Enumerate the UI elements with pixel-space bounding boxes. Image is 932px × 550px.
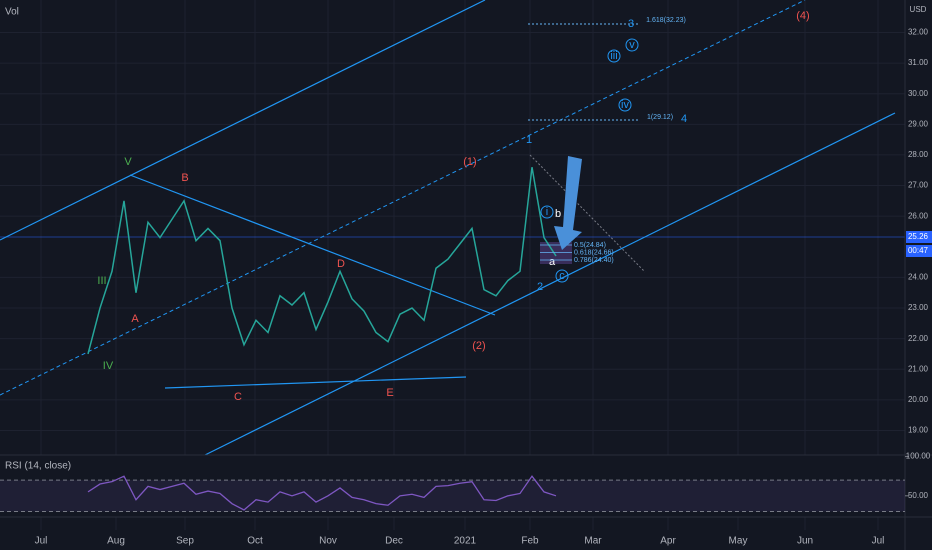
price-tag: 25.26 xyxy=(908,232,929,241)
annotation-circle xyxy=(607,49,621,63)
countdown-bg xyxy=(906,245,932,257)
fib-label: 0.5(24.84) xyxy=(574,242,606,249)
y-tick-label: 29.00 xyxy=(908,119,929,128)
fib-label: 0.618(24.66) xyxy=(574,249,614,256)
x-tick-label: Sep xyxy=(176,536,194,547)
annotation-circle xyxy=(625,38,639,52)
annotation-circle xyxy=(618,98,632,112)
rsi-tick-label: 100.00 xyxy=(906,452,931,461)
wave-label: (4) xyxy=(796,10,809,22)
wave-label: iv xyxy=(621,99,629,111)
wave-label: E xyxy=(386,387,393,399)
wave-label: IV xyxy=(103,360,114,372)
x-tick-label: Aug xyxy=(107,536,125,547)
y-tick-label: 26.00 xyxy=(908,211,929,220)
channel-lower xyxy=(204,112,896,456)
y-tick-label: 24.00 xyxy=(908,273,929,282)
wave-label: B xyxy=(181,172,188,184)
wave-label: (1) xyxy=(463,156,476,168)
rsi-label: RSI (14, close) xyxy=(5,461,71,472)
wave-label: 3 xyxy=(628,18,634,30)
vol-label: Vol xyxy=(5,7,19,18)
rsi-tick-label: 50.00 xyxy=(908,491,929,500)
x-tick-label: Apr xyxy=(660,536,676,547)
y-tick-label: 20.00 xyxy=(908,395,929,404)
price-line xyxy=(87,167,557,355)
y-tick-label: 22.00 xyxy=(908,334,929,343)
grid xyxy=(0,0,905,530)
x-tick-label: Mar xyxy=(584,536,602,547)
rsi-pane xyxy=(0,455,905,517)
trend-dotted xyxy=(529,154,646,273)
x-tick-label: Jul xyxy=(35,536,48,547)
wave-label: i xyxy=(546,206,548,218)
arrow xyxy=(554,156,582,250)
wave-label: 4 xyxy=(681,113,687,125)
y-tick-label: 28.00 xyxy=(908,150,929,159)
price-tag-bg xyxy=(906,231,932,243)
wave-label: D xyxy=(337,258,345,270)
x-tick-label: May xyxy=(729,536,748,547)
y-tick-label: 27.00 xyxy=(908,181,929,190)
wave-label: b xyxy=(555,208,561,220)
x-tick-label: Oct xyxy=(247,536,263,547)
y-tick-label: 21.00 xyxy=(908,364,929,373)
currency: USD xyxy=(910,5,927,14)
x-tick-label: Feb xyxy=(521,536,539,547)
wave-label: c xyxy=(559,270,565,282)
x-tick-label: Jun xyxy=(797,536,813,547)
channel-upper xyxy=(0,0,486,241)
channel-mid xyxy=(0,0,806,396)
wave-label: iii xyxy=(610,50,617,62)
x-tick-label: Nov xyxy=(319,536,337,547)
y-tick-label: 23.00 xyxy=(908,303,929,312)
rsi-line xyxy=(87,475,557,511)
x-tick-label: Dec xyxy=(385,536,403,547)
y-tick-label: 31.00 xyxy=(908,58,929,67)
plot: V B III A IV C D E (1) (2) 1 2 3 4 (4) 1.618(32.23) 1(29… xyxy=(87,10,810,403)
y-tick-label: 30.00 xyxy=(908,89,929,98)
wave-label: C xyxy=(234,391,242,403)
triangle-bottom xyxy=(164,376,467,389)
wave-label: (2) xyxy=(472,340,485,352)
x-tick-label: 2021 xyxy=(454,536,477,547)
countdown-tag: 00:47 xyxy=(908,246,929,255)
annotation-circle xyxy=(540,205,554,219)
rsi: 100.00 50.00 xyxy=(0,452,931,513)
x-tick-label: Jul xyxy=(872,536,885,547)
wave-label: A xyxy=(131,313,139,325)
wave-label: a xyxy=(549,256,556,268)
wave-label: v xyxy=(629,39,635,51)
wave-label: III xyxy=(97,275,106,287)
wave-label: 2 xyxy=(537,281,543,293)
y-tick-label: 19.00 xyxy=(908,426,929,435)
wave-label: 1(29.12) xyxy=(647,114,673,121)
y-tick-label: 32.00 xyxy=(908,28,929,37)
wave-label: 1.618(32.23) xyxy=(646,17,686,24)
wave-label: 1 xyxy=(526,134,532,146)
triangle-top xyxy=(129,174,496,316)
wave-label: V xyxy=(124,156,132,168)
fib-label: 0.786(24.40) xyxy=(574,257,614,264)
annotation-circle xyxy=(555,269,569,283)
